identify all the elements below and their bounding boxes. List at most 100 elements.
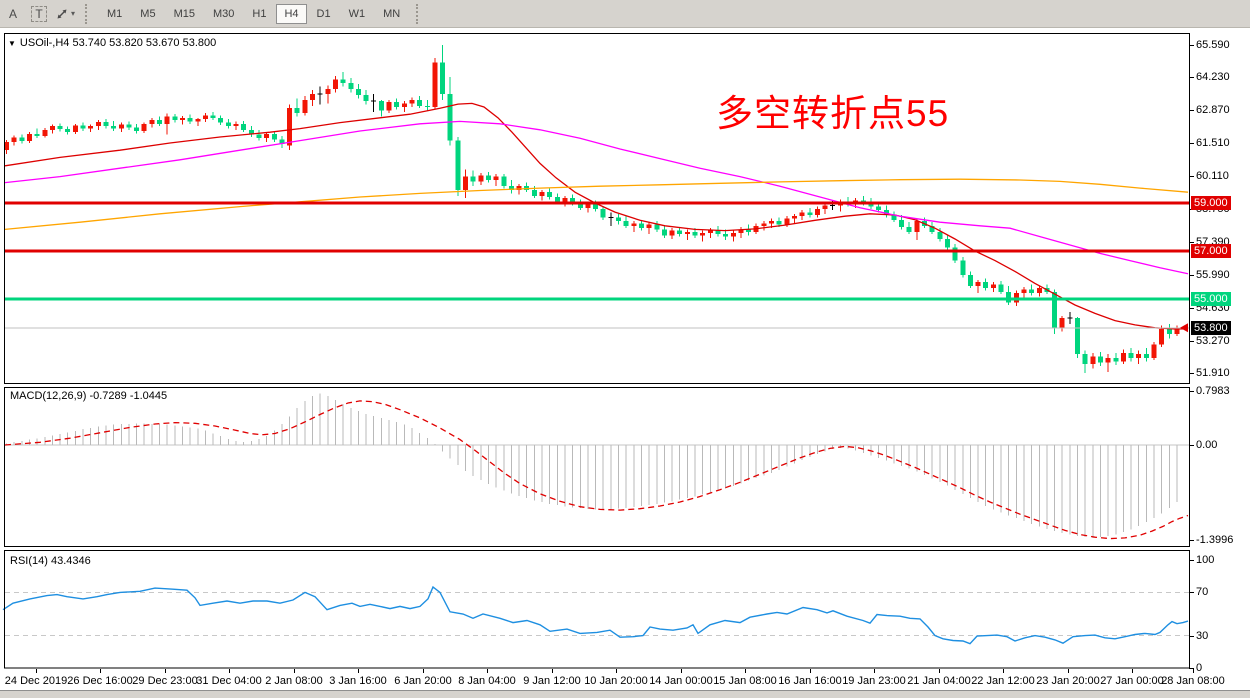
toolbar: A T ▾ M1 M5 M15 M30 H1 H4 D1 W1 MN <box>0 0 1250 28</box>
time-tick-label: 10 Jan 20:00 <box>584 675 648 687</box>
ma-fast-red <box>4 102 1189 330</box>
time-tick-label: 21 Jan 04:00 <box>907 675 971 687</box>
timeframe-button-m5[interactable]: M5 <box>140 7 156 20</box>
price-tick-mark <box>1189 176 1194 178</box>
price-tick-mark <box>1189 373 1194 375</box>
time-tick-mark <box>100 669 101 673</box>
macd-tick-mark <box>1189 390 1194 392</box>
text-tool-label: T <box>31 5 47 22</box>
time-tick-label: 14 Jan 00:00 <box>649 675 713 687</box>
toolbar-grip-2[interactable] <box>416 3 422 24</box>
price-level-badge: 53.800 <box>1191 320 1231 335</box>
price-tick-label: 61.510 <box>1196 136 1230 149</box>
price-tick-mark <box>1189 142 1194 144</box>
time-tick-label: 3 Jan 16:00 <box>329 675 387 687</box>
timeframe-button-mn[interactable]: MN <box>383 7 401 20</box>
timeframe-button-h4[interactable]: H4 <box>276 3 307 24</box>
rsi-tick-mark <box>1189 635 1194 637</box>
price-level-badge: 57.000 <box>1191 244 1231 258</box>
price-tick-label: 65.590 <box>1196 38 1230 51</box>
macd-tick-label: 0.7983 <box>1196 384 1230 397</box>
text-label-tool-button[interactable]: T <box>28 3 50 25</box>
timeframe-group: M1 M5 M15 M30 H1 H4 D1 W1 MN <box>98 3 409 24</box>
time-tick-mark <box>487 669 488 673</box>
time-tick-mark <box>616 669 617 673</box>
price-tick-mark <box>1189 44 1194 46</box>
time-tick-mark <box>745 669 746 673</box>
timeframe-button-d1[interactable]: D1 <box>316 7 331 20</box>
macd-tick-mark <box>1189 539 1194 541</box>
arrows-tool-button[interactable]: ▾ <box>54 3 76 25</box>
macd-indicator-label: MACD(12,26,9) -0.7289 -1.0445 <box>10 390 168 402</box>
time-tick-label: 28 Jan 08:00 <box>1161 675 1225 687</box>
timeframe-button-h1[interactable]: H1 <box>252 7 267 20</box>
toolbar-grip[interactable] <box>85 3 91 24</box>
time-tick-mark <box>810 669 811 673</box>
time-tick-mark <box>939 669 940 673</box>
rsi-tick-mark <box>1189 592 1194 594</box>
time-tick-mark <box>552 669 553 673</box>
macd-tick-label: -1.3996 <box>1196 533 1234 546</box>
font-tool-label: A <box>8 6 17 21</box>
ma-slow-orange <box>4 178 1189 231</box>
price-chart[interactable] <box>0 33 1250 384</box>
price-tick-label: 53.270 <box>1196 334 1230 347</box>
timeframe-button-m1[interactable]: M1 <box>107 7 123 20</box>
price-tick-mark <box>1189 307 1194 309</box>
time-tick-mark <box>423 669 424 673</box>
rsi-indicator-label: RSI(14) 43.4346 <box>10 555 91 567</box>
rsi-panel[interactable] <box>0 550 1250 669</box>
rsi-tick-label: 100 <box>1196 554 1215 566</box>
price-tick-label: 55.990 <box>1196 269 1230 282</box>
window-footer-strip <box>0 690 1250 698</box>
rsi-tick-label: 70 <box>1196 586 1209 599</box>
price-tick-label: 62.870 <box>1196 104 1230 117</box>
time-tick-label: 23 Jan 20:00 <box>1036 675 1100 687</box>
price-tick-label: 51.910 <box>1196 367 1230 380</box>
ma-mid-magenta <box>4 120 1189 275</box>
arrows-icon <box>55 7 69 21</box>
collapse-arrow-icon: ▼ <box>8 39 16 48</box>
time-tick-label: 26 Dec 16:00 <box>67 675 133 687</box>
time-tick-label: 2 Jan 08:00 <box>265 675 323 687</box>
font-tool-button[interactable]: A <box>2 3 24 25</box>
timeframe-button-m15[interactable]: M15 <box>173 7 195 20</box>
price-level-badge: 55.000 <box>1191 292 1231 306</box>
time-tick-mark <box>874 669 875 673</box>
time-tick-mark <box>1193 669 1194 673</box>
macd-panel[interactable] <box>0 387 1250 548</box>
price-tick-label: 64.230 <box>1196 71 1230 84</box>
price-tick-mark <box>1189 241 1194 243</box>
time-tick-label: 27 Jan 00:00 <box>1100 675 1164 687</box>
macd-tick-label: 0.00 <box>1196 439 1218 451</box>
rsi-tick-mark <box>1189 560 1194 561</box>
time-tick-label: 16 Jan 16:00 <box>778 675 842 687</box>
time-tick-label: 29 Dec 23:00 <box>132 675 198 687</box>
timeframe-button-w1[interactable]: W1 <box>348 7 366 20</box>
time-tick-label: 6 Jan 20:00 <box>394 675 452 687</box>
rsi-tick-label: 30 <box>1196 629 1209 642</box>
time-tick-label: 9 Jan 12:00 <box>523 675 581 687</box>
time-tick-label: 15 Jan 08:00 <box>713 675 777 687</box>
time-tick-label: 19 Jan 23:00 <box>842 675 906 687</box>
time-tick-mark <box>1132 669 1133 673</box>
price-tick-mark <box>1189 77 1194 79</box>
time-tick-label: 22 Jan 12:00 <box>971 675 1035 687</box>
symbol-title[interactable]: ▼ USOil-,H4 53.740 53.820 53.670 53.800 <box>8 37 216 49</box>
time-tick-mark <box>229 669 230 673</box>
timeframe-button-m30[interactable]: M30 <box>212 7 235 20</box>
price-tick-mark <box>1189 340 1194 342</box>
time-tick-mark <box>1003 669 1004 673</box>
time-tick-mark <box>1068 669 1069 673</box>
time-tick-label: 8 Jan 04:00 <box>458 675 516 687</box>
chevron-down-icon: ▾ <box>71 9 76 18</box>
rsi-tick-label: 0 <box>1196 662 1203 674</box>
chart-annotation-text[interactable]: 多空转折点55 <box>716 93 950 134</box>
price-level-badge: 59.000 <box>1191 196 1231 210</box>
macd-tick-mark <box>1189 445 1194 446</box>
time-tick-mark <box>165 669 166 673</box>
time-tick-label: 31 Dec 04:00 <box>196 675 262 687</box>
time-tick-label: 24 Dec 2019 <box>4 675 68 687</box>
price-tick-mark <box>1189 110 1194 112</box>
